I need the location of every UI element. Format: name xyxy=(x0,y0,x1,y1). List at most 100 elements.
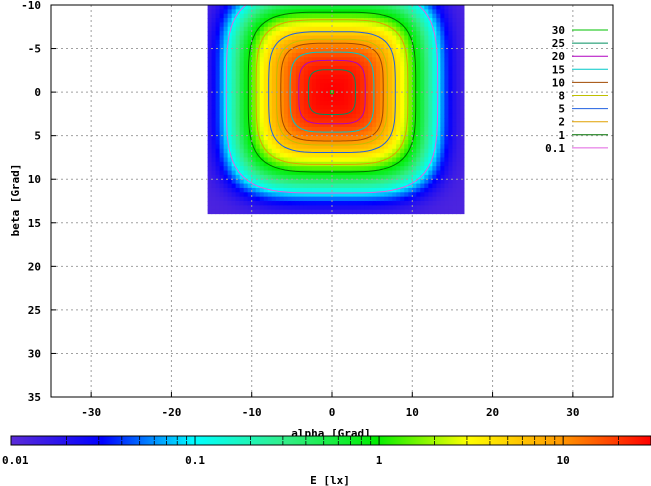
heatmap-cell xyxy=(456,209,462,215)
heatmap-cell xyxy=(452,74,458,80)
heatmap-cell xyxy=(372,65,377,71)
heatmap-cell xyxy=(380,5,385,10)
heatmap-cell xyxy=(271,48,277,54)
heatmap-cell xyxy=(448,13,454,19)
heatmap-cell xyxy=(432,135,437,141)
heatmap-cell xyxy=(303,109,309,115)
heatmap-cell xyxy=(271,96,277,102)
heatmap-cell xyxy=(219,52,225,58)
heatmap-cell xyxy=(452,161,458,167)
heatmap-cell xyxy=(384,174,389,180)
heatmap-cell xyxy=(211,5,217,10)
contour-line xyxy=(289,51,375,133)
heatmap-cell xyxy=(299,48,305,54)
heatmap-cell xyxy=(215,92,221,98)
heatmap-cell xyxy=(400,87,405,93)
heatmap-cell xyxy=(340,179,345,185)
heatmap-cell xyxy=(239,44,245,50)
heatmap-cell xyxy=(460,105,465,111)
heatmap-cell xyxy=(456,22,462,28)
heatmap-cell xyxy=(227,192,233,198)
heatmap-cell xyxy=(412,74,417,80)
heatmap-cell xyxy=(400,170,405,176)
heatmap-cell xyxy=(424,161,429,167)
heatmap-cell xyxy=(227,26,233,32)
heatmap-cell xyxy=(239,183,245,189)
heatmap-cell xyxy=(384,100,389,106)
heatmap-cell xyxy=(271,13,277,19)
heatmap-cell xyxy=(211,148,217,154)
heatmap-cell xyxy=(247,13,253,19)
heatmap-cell xyxy=(444,96,450,102)
heatmap-cell xyxy=(247,96,253,102)
heatmap-cell xyxy=(384,205,389,211)
heatmap-cell xyxy=(376,209,381,215)
heatmap-cell xyxy=(336,174,341,180)
heatmap-cell xyxy=(408,44,413,50)
heatmap-cell xyxy=(432,196,437,202)
heatmap-cell xyxy=(299,148,305,154)
heatmap-cell xyxy=(287,48,293,54)
heatmap-cell xyxy=(364,105,369,111)
heatmap-cell xyxy=(275,131,281,137)
heatmap-cell xyxy=(323,187,329,193)
heatmap-cell xyxy=(287,26,293,32)
heatmap-cell xyxy=(239,113,245,119)
heatmap-cell xyxy=(299,87,305,93)
heatmap-cell xyxy=(259,179,265,185)
heatmap-cell xyxy=(428,144,433,150)
heatmap-cell xyxy=(452,174,458,180)
heatmap-cell xyxy=(251,131,257,137)
heatmap-cell xyxy=(332,83,337,89)
heatmap-cell xyxy=(368,157,373,163)
heatmap-cell xyxy=(428,205,433,211)
heatmap-cell xyxy=(303,166,309,172)
heatmap-cell xyxy=(360,96,365,102)
heatmap-cell xyxy=(408,166,413,172)
heatmap-cell xyxy=(287,161,293,167)
heatmap-cell xyxy=(432,205,437,211)
heatmap-cell xyxy=(384,187,389,193)
heatmap-cell xyxy=(219,65,225,71)
heatmap-cell xyxy=(243,148,249,154)
heatmap-cell xyxy=(348,174,353,180)
heatmap-cell xyxy=(263,187,269,193)
heatmap-cell xyxy=(376,83,381,89)
heatmap-cell xyxy=(235,22,241,28)
heatmap-cell xyxy=(279,92,285,98)
heatmap-cell xyxy=(311,39,317,45)
heatmap-cell xyxy=(420,74,425,80)
heatmap-cell xyxy=(239,201,245,206)
heatmap-cell xyxy=(327,209,333,215)
heatmap-cell xyxy=(344,48,349,54)
heatmap-cell xyxy=(416,79,421,84)
heatmap-cell xyxy=(456,61,462,67)
heatmap-cell xyxy=(440,13,445,19)
heatmap-cell xyxy=(263,44,269,50)
heatmap-cell xyxy=(392,161,397,167)
heatmap-cell xyxy=(239,105,245,111)
heatmap-cell xyxy=(315,118,321,124)
heatmap-cell xyxy=(307,31,313,37)
heatmap-cell xyxy=(279,174,285,180)
heatmap-cell xyxy=(380,79,385,84)
heatmap-cell xyxy=(372,179,377,185)
heatmap-cell xyxy=(376,113,381,119)
heatmap-cell xyxy=(376,131,381,137)
heatmap-cell xyxy=(364,61,369,67)
heatmap-cell xyxy=(424,179,429,185)
heatmap-cell xyxy=(327,79,333,84)
heatmap-cell xyxy=(251,153,257,159)
heatmap-cell xyxy=(440,187,445,193)
heatmap-cell xyxy=(231,52,237,58)
heatmap-cell xyxy=(291,13,297,19)
heatmap-cell xyxy=(404,22,409,28)
heatmap-cell xyxy=(420,105,425,111)
heatmap-cell xyxy=(223,157,229,163)
heatmap-cell xyxy=(283,70,289,76)
heatmap-cell xyxy=(432,5,437,10)
heatmap-cell xyxy=(295,131,301,137)
heatmap-cell xyxy=(444,70,450,76)
heatmap-cell xyxy=(408,131,413,137)
heatmap-cell xyxy=(315,70,321,76)
